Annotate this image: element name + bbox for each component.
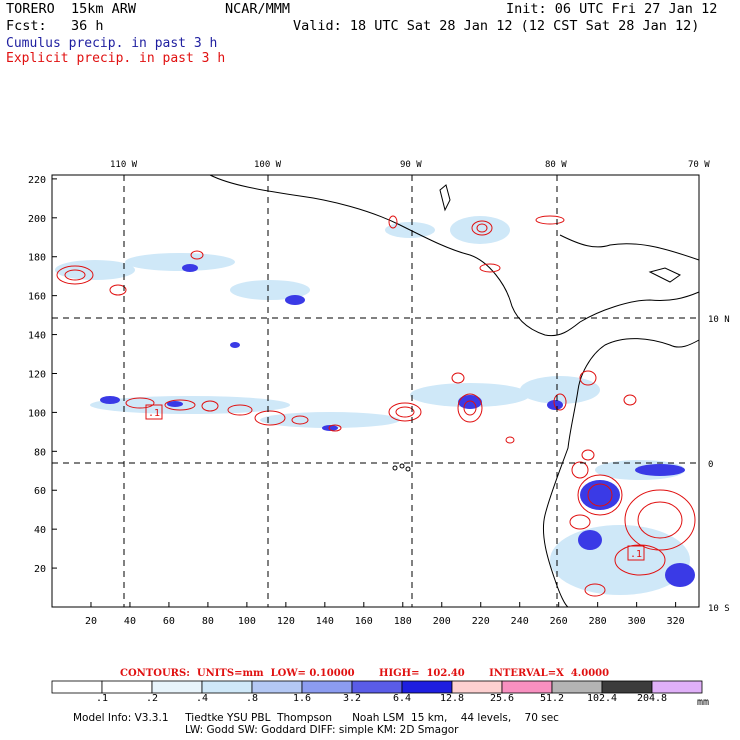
lon-label-70w: 70 W (688, 160, 710, 170)
colorbar-swatch (601, 680, 653, 694)
y-tick-label: 100 (28, 408, 46, 419)
model-title: TORERO 15km ARW (6, 1, 137, 17)
y-tick-label: 160 (28, 292, 46, 303)
model-info-line1: Model Info: V3.3.1 Tiedtke YSU PBL Thomp… (73, 712, 559, 724)
lat-label-10n: 10 N (708, 315, 730, 325)
y-tick-label: 20 (34, 564, 46, 575)
colorbar-label: 1.6 (292, 693, 312, 704)
y-tick-label: 40 (34, 525, 46, 536)
colorbar-label: .4 (195, 693, 209, 704)
lon-label-110w: 110 W (110, 160, 138, 170)
colorbar-swatch (351, 680, 403, 694)
y-tick-label: 80 (34, 447, 46, 458)
colorbar-label: 25.6 (489, 693, 515, 704)
x-grid-labels: 20 40 60 80 100 120 140 160 180 200 220 240 260 280 30… (85, 616, 685, 627)
contour-label-1: .1 (148, 408, 160, 419)
coastlines (209, 174, 700, 608)
x-tick-label: 80 (202, 616, 214, 627)
y-tick-label: 120 (28, 369, 46, 380)
lat-label-0: 0 (708, 460, 713, 470)
lon-label-100w: 100 W (254, 160, 282, 170)
x-tick-label: 220 (472, 616, 490, 627)
explicit-precip-contours (56, 215, 696, 597)
contour-info: CONTOURS: UNITS=mm LOW= 0.10000 HIGH= 10… (120, 668, 610, 679)
colorbar-label: .8 (245, 693, 259, 704)
x-tick-label: 100 (238, 616, 256, 627)
colorbar-unit: mm (697, 697, 710, 708)
x-tick-label: 320 (667, 616, 685, 627)
contour-label-2: .1 (630, 549, 642, 560)
x-tick-label: 20 (85, 616, 97, 627)
colorbar-swatch (201, 680, 253, 694)
x-tick-label: 140 (316, 616, 334, 627)
lat-label-10s: 10 S (708, 604, 730, 614)
colorbar-swatch (101, 680, 153, 694)
organization-label: NCAR/MMM (225, 1, 291, 17)
colorbar-swatch (401, 680, 453, 694)
lat-lon-grid (52, 175, 699, 607)
colorbar-label: .1 (95, 693, 109, 704)
colorbar-swatch (501, 680, 553, 694)
colorbar-label: .2 (145, 693, 159, 704)
colorbar-swatch (651, 680, 703, 694)
colorbar-label: 204.8 (636, 693, 668, 704)
colorbar-swatch (451, 680, 503, 694)
x-tick-label: 260 (550, 616, 568, 627)
init-time: Init: 06 UTC Fri 27 Jan 12 (506, 1, 718, 17)
axis-ticks (52, 178, 677, 607)
lon-label-90w: 90 W (400, 160, 422, 170)
cumulus-precip-heavy (100, 264, 695, 587)
longitude-labels: 110 W 100 W 90 W 80 W 70 W (110, 160, 710, 170)
y-tick-label: 140 (28, 331, 46, 342)
colorbar (51, 680, 703, 694)
y-tick-label: 220 (28, 175, 46, 186)
colorbar-label: 12.8 (439, 693, 465, 704)
colorbar-swatch (151, 680, 203, 694)
x-tick-label: 300 (628, 616, 646, 627)
lon-label-80w: 80 W (545, 160, 567, 170)
colorbar-label: 3.2 (342, 693, 362, 704)
x-tick-label: 200 (433, 616, 451, 627)
latitude-labels: 10 N 0 10 S (708, 315, 730, 614)
x-tick-label: 180 (394, 616, 412, 627)
x-tick-label: 120 (277, 616, 295, 627)
x-tick-label: 160 (355, 616, 373, 627)
contour-label-box-2 (627, 545, 645, 561)
colorbar-swatch (301, 680, 353, 694)
valid-time: Valid: 18 UTC Sat 28 Jan 12 (12 CST Sat … (293, 18, 700, 34)
explicit-legend: Explicit precip. in past 3 h (6, 51, 226, 66)
x-tick-label: 40 (124, 616, 136, 627)
y-tick-label: 200 (28, 214, 46, 225)
y-tick-label: 60 (34, 486, 46, 497)
x-tick-label: 60 (163, 616, 175, 627)
x-tick-label: 280 (589, 616, 607, 627)
colorbar-label: 6.4 (392, 693, 412, 704)
model-info-line2: LW: Godd SW: Goddard DIFF: simple KM: 2D… (185, 724, 459, 736)
y-grid-labels: 20 40 60 80 100 120 140 160 180 200 220 (28, 175, 46, 575)
cumulus-legend: Cumulus precip. in past 3 h (6, 36, 218, 51)
contour-label-box-1 (145, 404, 163, 420)
forecast-hour: Fcst: 36 h (6, 18, 104, 34)
colorbar-swatch (51, 680, 103, 694)
x-tick-label: 240 (511, 616, 529, 627)
colorbar-swatch (551, 680, 603, 694)
colorbar-label: 51.2 (539, 693, 565, 704)
y-tick-label: 180 (28, 253, 46, 264)
colorbar-label: 102.4 (586, 693, 618, 704)
colorbar-swatch (251, 680, 303, 694)
